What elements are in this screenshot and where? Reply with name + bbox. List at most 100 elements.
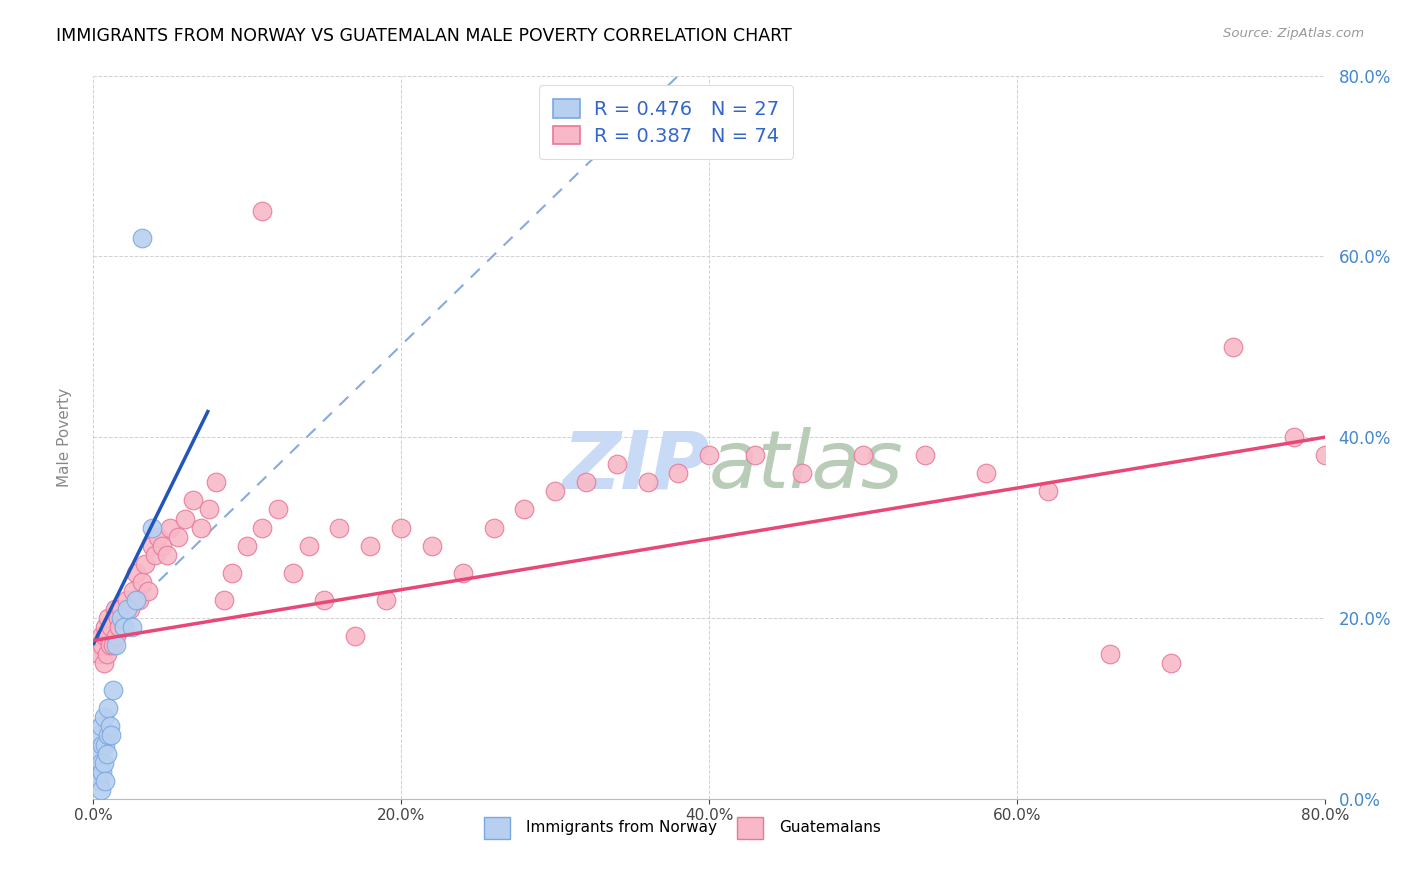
Legend: R = 0.476   N = 27, R = 0.387   N = 74: R = 0.476 N = 27, R = 0.387 N = 74 — [540, 86, 793, 159]
Point — [96, 747, 118, 761]
Point — [98, 638, 121, 652]
Point — [359, 539, 381, 553]
Point — [97, 629, 120, 643]
Point — [141, 520, 163, 534]
Point — [91, 638, 114, 652]
Point — [86, 747, 108, 761]
Point — [98, 719, 121, 733]
Point — [374, 592, 396, 607]
Point — [976, 467, 998, 481]
Point — [84, 764, 107, 779]
Point — [131, 574, 153, 589]
Point — [93, 656, 115, 670]
Point — [100, 620, 122, 634]
Point — [90, 629, 112, 643]
Point — [1284, 430, 1306, 444]
Point — [697, 448, 720, 462]
Point — [482, 520, 505, 534]
Point — [91, 764, 114, 779]
Point — [134, 557, 156, 571]
Point — [451, 566, 474, 580]
Point — [96, 647, 118, 661]
Point — [156, 548, 179, 562]
Point — [420, 539, 443, 553]
Point — [1098, 647, 1121, 661]
Point — [90, 756, 112, 770]
Point — [90, 719, 112, 733]
Point — [115, 592, 138, 607]
Point — [666, 467, 689, 481]
Point — [252, 520, 274, 534]
Point — [110, 611, 132, 625]
Point — [389, 520, 412, 534]
Point — [101, 638, 124, 652]
Point — [125, 592, 148, 607]
Text: atlas: atlas — [709, 427, 904, 505]
Point — [252, 204, 274, 219]
Point — [128, 592, 150, 607]
Point — [93, 710, 115, 724]
Bar — [737, 816, 762, 838]
Point — [103, 602, 125, 616]
Text: IMMIGRANTS FROM NORWAY VS GUATEMALAN MALE POVERTY CORRELATION CHART: IMMIGRANTS FROM NORWAY VS GUATEMALAN MAL… — [56, 27, 792, 45]
Text: Immigrants from Norway: Immigrants from Norway — [526, 821, 717, 835]
Point — [115, 602, 138, 616]
Point — [1222, 340, 1244, 354]
Point — [744, 448, 766, 462]
Point — [166, 530, 188, 544]
Y-axis label: Male Poverty: Male Poverty — [58, 388, 72, 487]
Point — [107, 611, 129, 625]
Point — [97, 701, 120, 715]
Point — [94, 738, 117, 752]
Point — [110, 602, 132, 616]
Point — [637, 475, 659, 490]
Point — [105, 638, 128, 652]
Point — [513, 502, 536, 516]
Point — [89, 647, 111, 661]
Point — [89, 729, 111, 743]
Point — [544, 484, 567, 499]
Point — [790, 467, 813, 481]
Point — [94, 620, 117, 634]
Point — [190, 520, 212, 534]
Point — [112, 620, 135, 634]
Point — [221, 566, 243, 580]
Point — [125, 566, 148, 580]
Point — [1036, 484, 1059, 499]
Point — [90, 782, 112, 797]
Point — [174, 511, 197, 525]
Point — [108, 620, 131, 634]
Point — [141, 539, 163, 553]
Point — [236, 539, 259, 553]
Point — [205, 475, 228, 490]
Point — [131, 231, 153, 245]
Point — [606, 457, 628, 471]
Point — [93, 756, 115, 770]
Point — [138, 583, 160, 598]
Point — [118, 602, 141, 616]
Text: Source: ZipAtlas.com: Source: ZipAtlas.com — [1223, 27, 1364, 40]
Text: ZIP: ZIP — [562, 427, 709, 505]
Bar — [484, 816, 509, 838]
Point — [298, 539, 321, 553]
Point — [312, 592, 335, 607]
Point — [181, 493, 204, 508]
Point — [86, 638, 108, 652]
Point — [914, 448, 936, 462]
Point — [101, 683, 124, 698]
Point — [94, 629, 117, 643]
Point — [343, 629, 366, 643]
Point — [143, 548, 166, 562]
Point — [212, 592, 235, 607]
Point — [105, 629, 128, 643]
Point — [112, 620, 135, 634]
Point — [1315, 448, 1337, 462]
Point — [121, 620, 143, 634]
Point — [97, 611, 120, 625]
Point — [122, 583, 145, 598]
Point — [267, 502, 290, 516]
Point — [328, 520, 350, 534]
Point — [852, 448, 875, 462]
Point — [91, 738, 114, 752]
Point — [283, 566, 305, 580]
